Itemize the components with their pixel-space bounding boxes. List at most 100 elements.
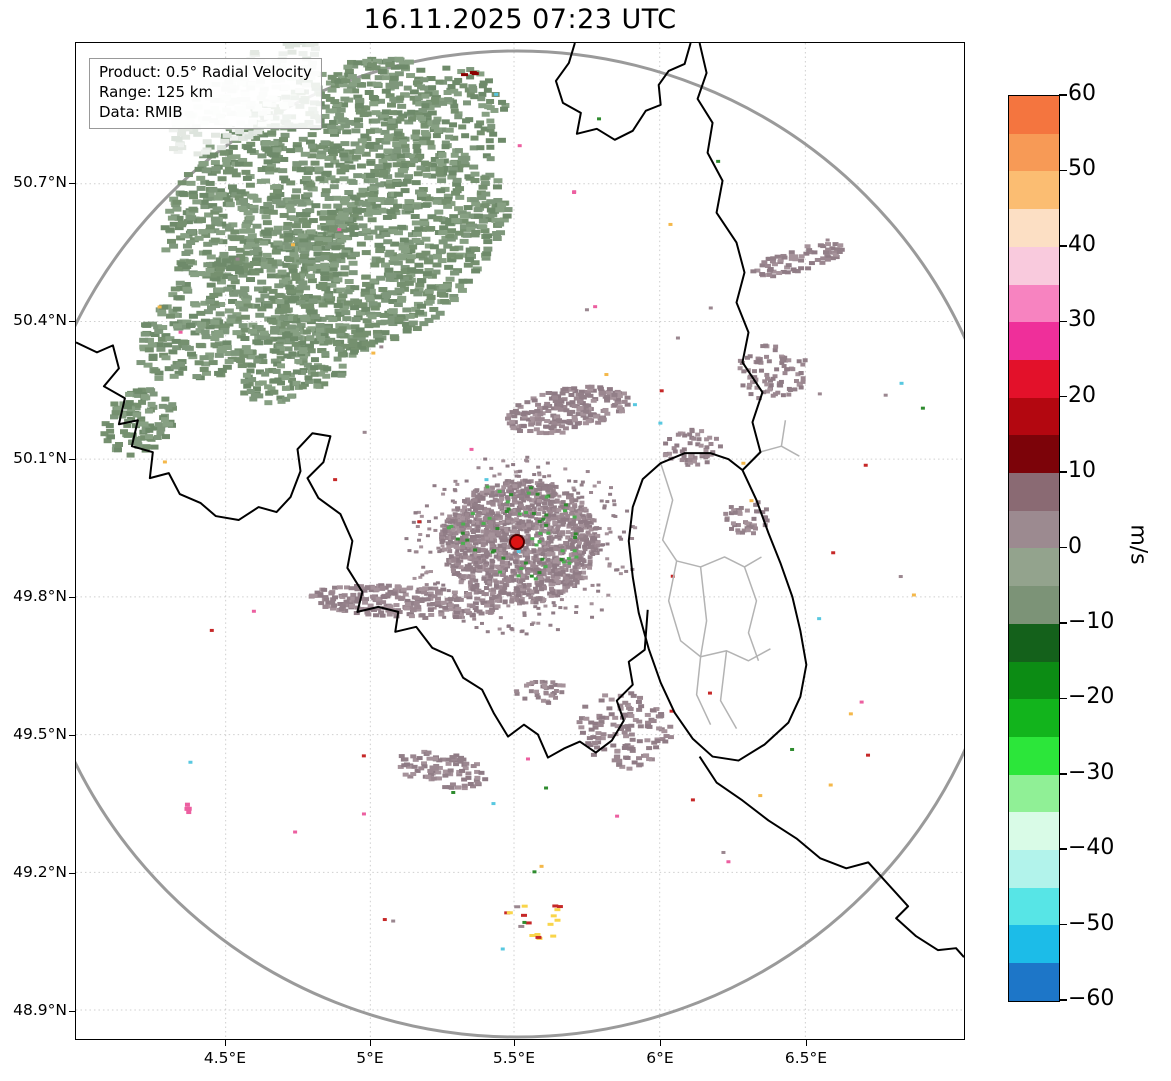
echo-region-pink-speck (184, 802, 192, 815)
colorbar-tick-label: 0 (1068, 533, 1082, 559)
country-border (698, 756, 964, 958)
country-borders (76, 43, 964, 958)
y-tickmark (69, 1010, 75, 1012)
y-tick-label: 49.5°N (13, 725, 67, 743)
echo-region-nw-green-d (240, 323, 372, 406)
echo-region-top-red-dash (461, 71, 479, 77)
x-tick-label: 6.5°E (784, 1049, 828, 1067)
x-tick-label: 5.5°E (492, 1049, 536, 1067)
colorbar-segment (1009, 435, 1059, 474)
echo-region-ne-scatter-c (662, 427, 723, 467)
range-info-line: Range: 125 km (99, 82, 214, 101)
y-tickmark (69, 320, 75, 322)
colorbar-segment (1009, 812, 1059, 851)
colorbar-tick-label: −20 (1068, 684, 1115, 710)
product-info-box: Product: 0.5° Radial Velocity Range: 125… (89, 58, 322, 130)
y-tickmark (69, 596, 75, 598)
map-canvas (76, 43, 964, 1039)
district-borders (659, 420, 800, 729)
x-tickmark (659, 1040, 661, 1046)
district-border (741, 445, 800, 471)
colorbar-segment (1009, 623, 1059, 662)
colorbar-segment (1009, 774, 1059, 813)
colorbar-segment (1009, 510, 1059, 549)
district-border (699, 566, 708, 657)
colorbar-segment (1009, 284, 1059, 323)
colorbar-tickmark (1059, 94, 1067, 96)
colorbar-segment (1009, 473, 1059, 511)
colorbar-tickmark (1059, 245, 1067, 247)
x-tickmark (513, 1040, 515, 1046)
x-tickmark (369, 1040, 371, 1046)
colorbar-segment (1009, 925, 1059, 964)
y-tick-label: 50.4°N (13, 311, 67, 329)
colorbar-tick-label: 10 (1068, 458, 1096, 484)
colorbar-tick-label: −50 (1068, 910, 1115, 936)
colorbar-tickmark (1059, 320, 1067, 322)
echo-region-nw-green-e (100, 387, 177, 458)
colorbar-segment (1009, 699, 1059, 737)
colorbar-tickmark (1059, 471, 1067, 473)
colorbar-segment (1009, 548, 1059, 587)
colorbar-segment (1009, 736, 1059, 775)
product-info-line: Product: 0.5° Radial Velocity (99, 63, 312, 81)
country-border (627, 452, 808, 762)
district-border (695, 656, 712, 725)
y-tickmark (69, 458, 75, 460)
echo-region-west-tail (308, 583, 501, 620)
colorbar-tick-label: 20 (1068, 382, 1096, 408)
colorbar-segment (1009, 96, 1059, 134)
colorbar-tickmark (1059, 999, 1067, 1001)
colorbar-segment (1009, 322, 1059, 360)
colorbar-segment (1009, 661, 1059, 700)
colorbar-tickmark (1059, 546, 1067, 549)
echo-region-nw-green-top (387, 65, 510, 179)
colorbar (1008, 95, 1060, 1002)
colorbar-tick-label: 50 (1068, 156, 1096, 182)
y-tickmark (69, 872, 75, 874)
colorbar-segment (1009, 246, 1059, 285)
colorbar-segment (1009, 887, 1059, 926)
y-tick-label: 48.9°N (13, 1001, 67, 1019)
y-tick-label: 49.8°N (13, 587, 67, 605)
colorbar-tickmark (1059, 773, 1067, 775)
x-tick-label: 5°E (356, 1049, 384, 1067)
colorbar-segment (1009, 586, 1059, 624)
colorbar-tickmark (1059, 395, 1067, 398)
x-tickmark (224, 1040, 226, 1046)
colorbar-segment (1009, 209, 1059, 247)
radar-range-circle (76, 49, 964, 1039)
colorbar-tickmark (1059, 622, 1067, 624)
colorbar-tick-label: −40 (1068, 835, 1115, 861)
radar-site-marker (509, 534, 525, 550)
y-tickmark (69, 734, 75, 736)
colorbar-tickmark (1059, 923, 1067, 926)
colorbar-segment (1009, 850, 1059, 888)
echo-region-random-specks (157, 92, 925, 951)
echo-region-center-mauve-fringe (404, 455, 638, 636)
colorbar-tick-label: 40 (1068, 231, 1096, 257)
colorbar-tick-label: 60 (1068, 81, 1096, 106)
country-border (554, 43, 692, 141)
colorbar-segment (1009, 133, 1059, 172)
echo-region-south-specks (504, 904, 563, 940)
x-tick-label: 4.5°E (203, 1049, 247, 1067)
echo-region-south-cluster-b (397, 749, 489, 791)
district-border (667, 560, 771, 662)
colorbar-segment (1009, 359, 1059, 398)
echo-region-east-mid (723, 500, 770, 536)
plot-frame: Product: 0.5° Radial Velocity Range: 125… (75, 42, 965, 1040)
echo-region-south-cluster-c (514, 679, 566, 705)
colorbar-tickmark (1059, 169, 1067, 172)
district-border (780, 420, 787, 447)
district-border (659, 462, 762, 568)
colorbar-tickmark (1059, 848, 1067, 850)
colorbar-tick-label: −10 (1068, 608, 1115, 634)
echo-region-ne-scatter-a (750, 242, 845, 279)
country-border (76, 341, 649, 759)
data-source-line: Data: RMIB (99, 102, 183, 121)
colorbar-segment (1009, 963, 1059, 1001)
echo-region-north-cluster (505, 384, 631, 436)
echo-region-nw-green-c (136, 232, 343, 381)
